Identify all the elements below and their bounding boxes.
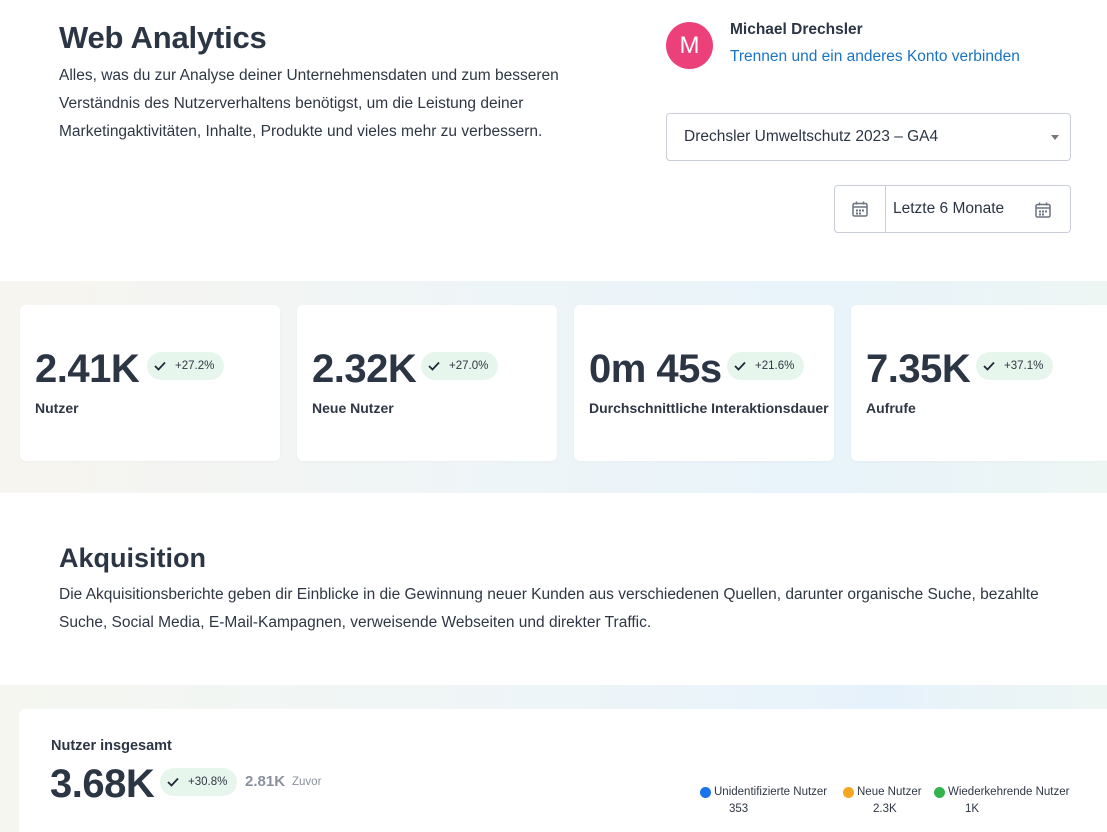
stat-label: Aufrufe <box>866 400 916 416</box>
legend-label: Neue Nutzer <box>857 786 922 798</box>
stat-card-nutzer: 2.41K +27.2% Nutzer <box>20 305 280 461</box>
legend-count: 2.3K <box>873 803 897 815</box>
legend-count: 1K <box>965 803 980 815</box>
change-value: +37.1% <box>1004 360 1044 372</box>
date-range-field[interactable]: Letzte 6 Monate <box>886 185 1071 233</box>
check-icon <box>167 777 179 787</box>
stat-value: 2.41K <box>35 347 140 391</box>
stat-label: Neue Nutzer <box>312 400 394 416</box>
stat-value: 0m 45s <box>589 347 722 391</box>
section-description: Die Akquisitionsberichte geben dir Einbl… <box>59 586 1039 631</box>
legend-label: Wiederkehrende Nutzer <box>948 786 1070 798</box>
stat-card-neue-nutzer: 2.32K +27.0% Neue Nutzer <box>297 305 557 461</box>
change-badge: +21.6% <box>727 352 805 380</box>
stat-card-interaktionsdauer: 0m 45s +21.6% Durchschnittliche Interakt… <box>574 305 834 461</box>
calendar-icon <box>1035 202 1051 218</box>
avatar: M <box>666 22 713 69</box>
total-users-card: Nutzer insgesamt 3.68K +30.8% 2.81K Zuvo… <box>19 709 1107 832</box>
page-description: Alles, was du zur Analyse deiner Unterne… <box>59 67 559 140</box>
calendar-icon <box>852 201 868 217</box>
change-badge: +30.8% <box>160 768 238 796</box>
legend-dot <box>934 786 945 798</box>
total-users-value: 3.68K <box>50 762 155 806</box>
check-icon <box>983 361 995 371</box>
stat-label: Nutzer <box>35 400 79 416</box>
stat-value: 2.32K <box>312 347 417 391</box>
legend-dot <box>700 786 711 798</box>
page-title: Web Analytics <box>59 20 267 55</box>
date-range-value: Letzte 6 Monate <box>893 200 1005 217</box>
change-value: +27.2% <box>175 360 215 372</box>
check-icon <box>154 361 166 371</box>
previous-label: Zuvor <box>292 776 322 788</box>
change-value: +27.0% <box>449 360 489 372</box>
change-value: +21.6% <box>755 360 795 372</box>
change-badge: +27.0% <box>421 352 499 380</box>
legend-label: Unidentifizierte Nutzer <box>714 786 828 798</box>
disconnect-account-link[interactable]: Trennen und ein anderes Konto verbinden <box>730 48 1020 65</box>
date-picker-button[interactable] <box>834 185 886 233</box>
previous-value: 2.81K <box>245 773 286 790</box>
property-select[interactable]: Drechsler Umweltschutz 2023 – GA4 <box>666 113 1071 161</box>
caret-down-icon <box>1051 135 1059 140</box>
change-badge: +27.2% <box>147 352 225 380</box>
card-title: Nutzer insgesamt <box>51 738 172 754</box>
property-select-value: Drechsler Umweltschutz 2023 – GA4 <box>684 128 939 145</box>
stat-value: 7.35K <box>866 347 971 391</box>
section-title: Akquisition <box>59 543 206 573</box>
legend-count: 353 <box>729 803 749 815</box>
change-badge: +37.1% <box>976 352 1054 380</box>
check-icon <box>428 361 440 371</box>
stat-card-aufrufe: 7.35K +37.1% Aufrufe <box>851 305 1107 461</box>
change-value: +30.8% <box>188 776 228 788</box>
legend-dot <box>843 786 854 798</box>
legend-item-returning[interactable]: Wiederkehrende Nutzer <box>934 786 1069 798</box>
check-icon <box>734 361 746 371</box>
legend-item-unidentified[interactable]: Unidentifizierte Nutzer <box>700 786 827 798</box>
legend-item-new[interactable]: Neue Nutzer <box>843 786 922 798</box>
stat-label: Durchschnittliche Interaktionsdauer <box>589 400 829 416</box>
account-name: Michael Drechsler <box>730 21 863 38</box>
